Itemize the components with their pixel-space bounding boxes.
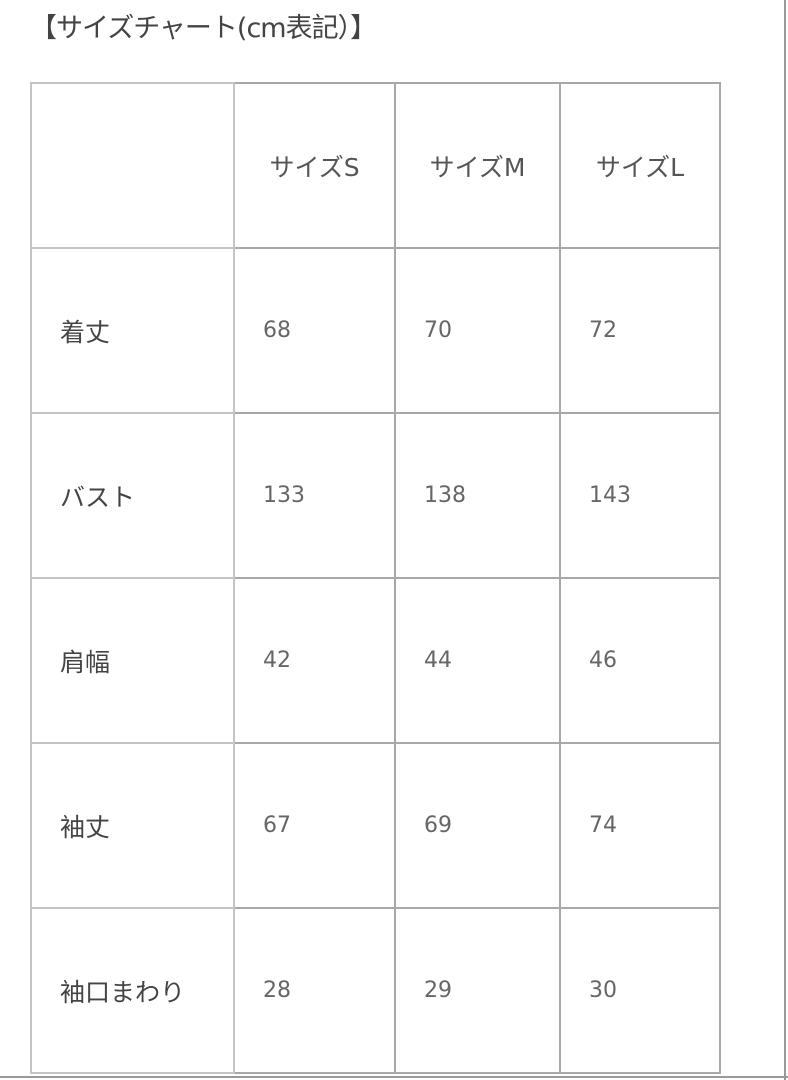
cell-value: 67 <box>233 742 396 909</box>
row-label: 着丈 <box>30 247 235 414</box>
size-chart-table: サイズS サイズM サイズL 着丈 68 70 72 バスト 133 138 1… <box>30 82 721 1074</box>
table-header-row: サイズS サイズM サイズL <box>30 82 721 249</box>
table-row: 肩幅 42 44 46 <box>30 577 721 744</box>
window-edge-bottom <box>0 1076 788 1078</box>
row-label: 袖丈 <box>30 742 235 909</box>
cell-value: 138 <box>394 412 561 579</box>
cell-value: 30 <box>559 907 721 1074</box>
table-row: 袖丈 67 69 74 <box>30 742 721 909</box>
header-size-l: サイズL <box>559 82 721 249</box>
header-empty-cell <box>30 82 235 249</box>
cell-value: 42 <box>233 577 396 744</box>
table-row: 着丈 68 70 72 <box>30 247 721 414</box>
row-label: バスト <box>30 412 235 579</box>
header-size-s: サイズS <box>233 82 396 249</box>
cell-value: 69 <box>394 742 561 909</box>
row-label: 袖口まわり <box>30 907 235 1074</box>
cell-value: 143 <box>559 412 721 579</box>
cell-value: 68 <box>233 247 396 414</box>
page-title: 【サイズチャート(cm表記）】 <box>30 13 377 44</box>
row-label: 肩幅 <box>30 577 235 744</box>
cell-value: 70 <box>394 247 561 414</box>
table-row: バスト 133 138 143 <box>30 412 721 579</box>
window-edge-right <box>784 0 786 1080</box>
cell-value: 28 <box>233 907 396 1074</box>
cell-value: 74 <box>559 742 721 909</box>
header-size-m: サイズM <box>394 82 561 249</box>
cell-value: 72 <box>559 247 721 414</box>
cell-value: 46 <box>559 577 721 744</box>
cell-value: 29 <box>394 907 561 1074</box>
table-row: 袖口まわり 28 29 30 <box>30 907 721 1074</box>
cell-value: 133 <box>233 412 396 579</box>
cell-value: 44 <box>394 577 561 744</box>
